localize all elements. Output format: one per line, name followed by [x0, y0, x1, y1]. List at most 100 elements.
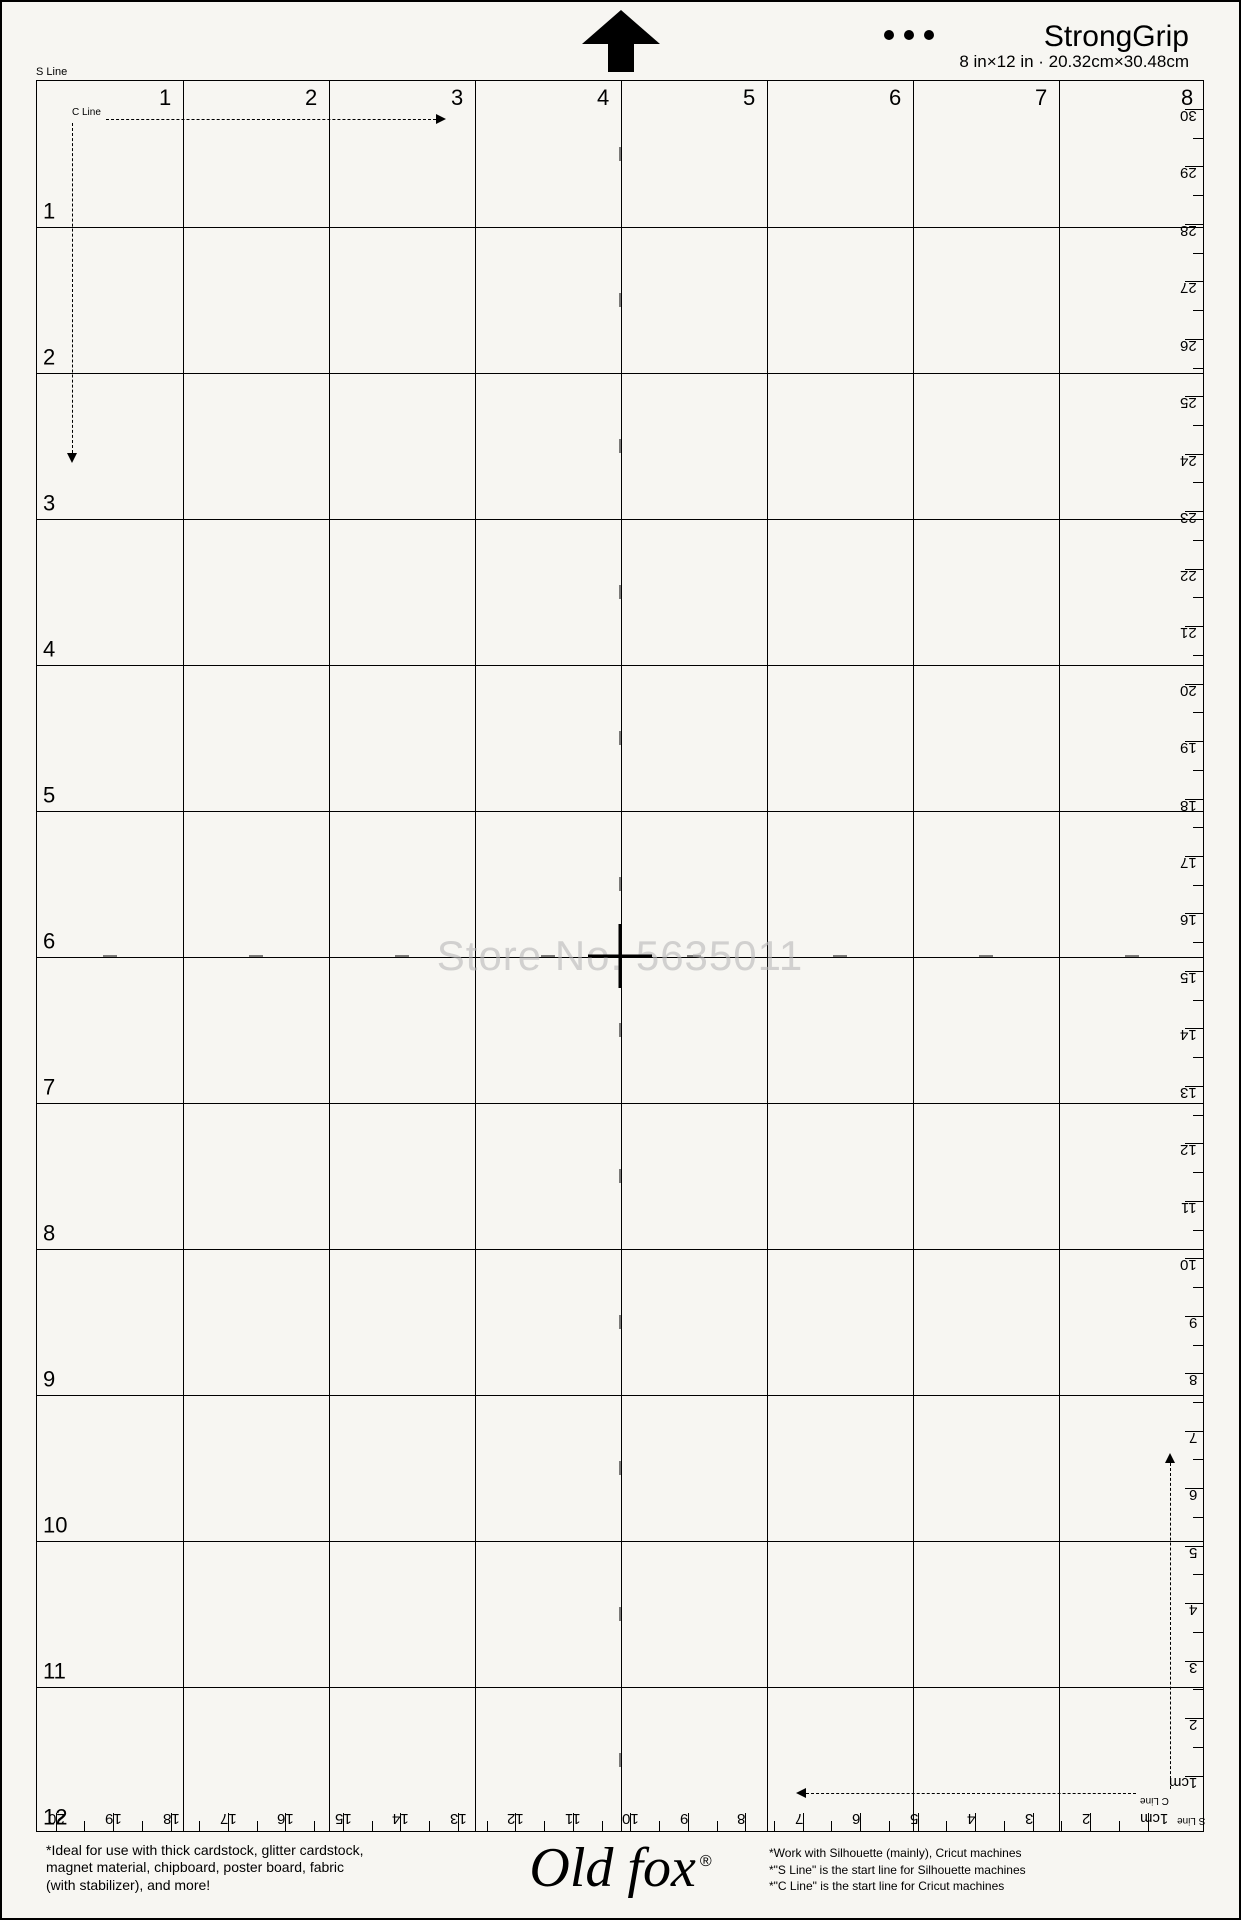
bottom-cm-label: 9 — [680, 1810, 688, 1827]
right-cm-label: 15 — [1180, 969, 1197, 986]
dot-icon — [904, 30, 914, 40]
footer-notes: *Work with Silhouette (mainly), Cricut m… — [769, 1845, 1189, 1894]
right-cm-minor-tick — [1193, 1689, 1203, 1690]
right-cm-tick — [1185, 1488, 1203, 1489]
right-cm-label: 19 — [1180, 739, 1197, 756]
grid-hline — [37, 1103, 1203, 1104]
row-number: 12 — [43, 1804, 67, 1830]
col-number: 5 — [743, 85, 755, 111]
row-number: 6 — [43, 928, 55, 954]
right-cm-minor-tick — [1193, 1747, 1203, 1748]
right-cm-tick — [1185, 1431, 1203, 1432]
right-cm-label: 23 — [1180, 509, 1197, 526]
right-cm-minor-tick — [1193, 1115, 1203, 1116]
right-cm-label: 3 — [1189, 1659, 1197, 1676]
center-v-tick — [620, 1023, 621, 1037]
col-number: 6 — [889, 85, 901, 111]
bottom-cm-tick — [285, 1813, 286, 1831]
bottom-cm-tick — [1033, 1813, 1034, 1831]
bottom-cm-minor-tick — [314, 1821, 315, 1831]
right-cm-minor-tick — [1193, 482, 1203, 483]
dot-icon — [924, 30, 934, 40]
center-h-tick — [979, 956, 993, 957]
right-cm-minor-tick — [1193, 310, 1203, 311]
bottom-cm-tick — [56, 1813, 57, 1831]
right-cm-label: 27 — [1180, 279, 1197, 296]
right-cm-label: 17 — [1180, 854, 1197, 871]
center-v-tick — [620, 1461, 621, 1475]
center-h-tick — [103, 956, 117, 957]
bottom-cm-label: 10 — [622, 1810, 639, 1827]
right-cm-tick — [1185, 799, 1203, 800]
right-cm-label: 30 — [1180, 107, 1197, 124]
right-cm-tick — [1185, 856, 1203, 857]
center-cross-h — [588, 955, 652, 958]
right-cm-tick — [1185, 166, 1203, 167]
bottom-cm-minor-tick — [774, 1821, 775, 1831]
right-cm-minor-tick — [1193, 1459, 1203, 1460]
col-number: 7 — [1035, 85, 1047, 111]
bottom-cm-tick — [343, 1813, 344, 1831]
right-cm-tick — [1185, 741, 1203, 742]
c-line-dash-right — [106, 119, 436, 120]
right-cm-label: 26 — [1180, 337, 1197, 354]
right-cm-minor-tick — [1193, 597, 1203, 598]
right-cm-minor-tick — [1193, 540, 1203, 541]
right-cm-tick — [1185, 1316, 1203, 1317]
bottom-cm-label: 8 — [737, 1810, 745, 1827]
bottom-cm-label: 20 — [48, 1810, 65, 1827]
right-cm-label: 7 — [1189, 1429, 1197, 1446]
center-v-tick — [620, 439, 621, 453]
c-line-dash-up — [1170, 1463, 1171, 1789]
bottom-cm-label: 4 — [967, 1810, 975, 1827]
right-cm-tick — [1185, 1028, 1203, 1029]
bottom-cm-label: 13 — [450, 1810, 467, 1827]
bottom-cm-label: 11 — [565, 1810, 581, 1827]
right-cm-label: 13 — [1180, 1084, 1197, 1101]
bottom-cm-minor-tick — [257, 1821, 258, 1831]
bottom-cm-tick — [228, 1813, 229, 1831]
s-line-label-top: S Line — [36, 66, 67, 78]
grid-hline — [37, 811, 1203, 812]
row-number: 2 — [43, 344, 55, 370]
bottom-cm-minor-tick — [142, 1821, 143, 1831]
right-cm-label: 14 — [1180, 1026, 1197, 1043]
grip-strength-dots — [884, 30, 934, 40]
dimensions-label: 8 in×12 in · 20.32cm×30.48cm — [959, 52, 1189, 72]
bottom-cm-minor-tick — [946, 1821, 947, 1831]
bottom-cm-label: 14 — [392, 1810, 409, 1827]
right-cm-tick — [1185, 1086, 1203, 1087]
grip-label: StrongGrip — [1044, 20, 1189, 54]
bottom-cm-label: 17 — [220, 1810, 237, 1827]
bottom-cm-tick — [975, 1813, 976, 1831]
bottom-cm-minor-tick — [659, 1821, 660, 1831]
bottom-cm-tick — [573, 1813, 574, 1831]
right-cm-tick — [1185, 1143, 1203, 1144]
bottom-cm-minor-tick — [1119, 1821, 1120, 1831]
bottom-cm-minor-tick — [372, 1821, 373, 1831]
grid-hline — [37, 1395, 1203, 1396]
bottom-cm-label: 2 — [1082, 1810, 1090, 1827]
col-number: 4 — [597, 85, 609, 111]
right-cm-tick — [1185, 1603, 1203, 1604]
row-number: 7 — [43, 1074, 55, 1100]
row-number: 3 — [43, 490, 55, 516]
right-cm-minor-tick — [1193, 1000, 1203, 1001]
row-number: 8 — [43, 1220, 55, 1246]
bottom-cm-tick — [918, 1813, 919, 1831]
row-number: 5 — [43, 782, 55, 808]
right-cm-minor-tick — [1193, 195, 1203, 196]
grid-hline — [37, 227, 1203, 228]
right-cm-minor-tick — [1193, 655, 1203, 656]
bottom-cm-minor-tick — [717, 1821, 718, 1831]
row-number: 10 — [43, 1512, 67, 1538]
bottom-cm-label: 19 — [105, 1810, 122, 1827]
center-v-tick — [620, 1607, 621, 1621]
bottom-cm-label: 6 — [852, 1810, 860, 1827]
bottom-cm-label: 18 — [163, 1810, 180, 1827]
right-cm-minor-tick — [1193, 1287, 1203, 1288]
right-cm-minor-tick — [1193, 138, 1203, 139]
c-line-label-tl: C Line — [72, 107, 101, 118]
brand-logo: Old fox® — [529, 1836, 711, 1900]
center-v-tick — [620, 731, 621, 745]
